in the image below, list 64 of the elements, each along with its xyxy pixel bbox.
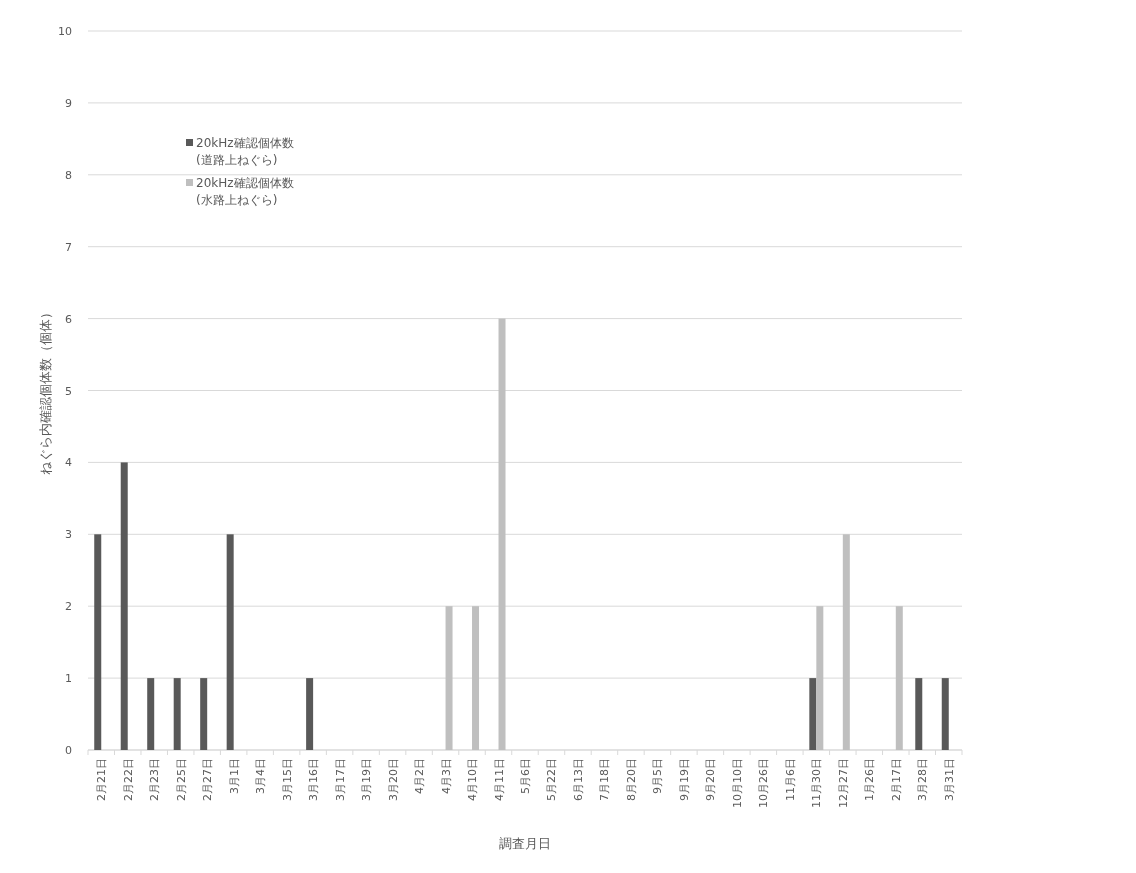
bar: [226, 534, 234, 750]
bar: [816, 606, 824, 750]
y-tick-label: 7: [65, 240, 72, 254]
bar: [809, 678, 817, 750]
x-tick-label: 3月28日: [916, 758, 930, 801]
y-tick-label: 5: [65, 384, 72, 398]
x-tick-label: 2月22日: [121, 758, 135, 801]
x-tick-label: 3月4日: [254, 758, 268, 794]
x-tick-label: 7月18日: [598, 758, 612, 801]
y-tick-label: 0: [65, 744, 72, 757]
bar: [94, 534, 102, 750]
x-tick-label: 10月10日: [730, 758, 744, 808]
x-tick-label: 5月6日: [519, 758, 532, 794]
y-tick-label: 3: [65, 528, 72, 542]
y-tick-label: 10: [58, 25, 72, 38]
x-tick-label: 4月10日: [466, 758, 480, 801]
x-tick-label: 8月20日: [624, 758, 638, 801]
x-tick-label: 3月15日: [280, 758, 294, 801]
x-tick-label: 2月21日: [95, 758, 109, 801]
bar: [306, 678, 314, 750]
bar: [120, 462, 128, 750]
x-tick-label: 2月23日: [148, 758, 162, 801]
legend-label: 20kHz確認個体数 (道路上ねぐら): [196, 136, 294, 167]
x-tick-label: 4月11日: [492, 758, 506, 801]
x-tick-label: 3月16日: [307, 758, 321, 801]
x-tick-label: 9月5日: [651, 758, 665, 794]
x-tick-label: 4月2日: [413, 758, 427, 794]
x-tick-label: 6月13日: [571, 758, 585, 801]
bar: [445, 606, 453, 750]
x-tick-label: 1月26日: [863, 758, 877, 801]
x-tick-label: 2月25日: [174, 758, 188, 801]
x-tick-label: 3月20日: [386, 758, 400, 801]
x-tick-label: 3月1日: [227, 758, 241, 794]
bar: [200, 678, 208, 750]
x-tick-label: 2月27日: [201, 758, 215, 801]
x-tick-label: 3月17日: [333, 758, 347, 801]
y-tick-label: 8: [65, 168, 72, 182]
y-tick-label: 2: [65, 600, 72, 614]
bar: [498, 318, 506, 750]
y-tick-label: 9: [65, 96, 72, 110]
bar: [472, 606, 480, 750]
y-tick-label: 1: [65, 672, 72, 686]
x-tick-label: 9月20日: [704, 758, 718, 801]
bar: [147, 678, 155, 750]
x-tick-label: 2月17日: [889, 758, 903, 801]
x-tick-label: 12月27日: [836, 758, 850, 808]
bar: [842, 534, 850, 750]
y-tick-label: 4: [65, 456, 72, 470]
legend-label: 20kHz確認個体数 (水路上ねぐら): [196, 176, 294, 207]
y-tick-label: 6: [65, 312, 72, 326]
x-tick-label: 11月30日: [810, 758, 824, 808]
x-tick-label: 10月26日: [757, 758, 771, 808]
y-axis-title: ねぐら内確認個体数（個体）: [38, 306, 53, 475]
bar: [915, 678, 923, 750]
x-tick-label: 3月19日: [360, 758, 374, 801]
bar: [941, 678, 949, 750]
x-tick-label: 11月6日: [783, 758, 797, 801]
x-tick-label: 3月31日: [942, 758, 956, 801]
x-tick-label: 9月19日: [677, 758, 691, 801]
x-tick-label: 4月3日: [439, 758, 453, 794]
bar: [173, 678, 181, 750]
bar: [895, 606, 903, 750]
x-tick-label: 5月22日: [545, 758, 559, 801]
x-axis-title: 調査月日: [499, 836, 551, 851]
